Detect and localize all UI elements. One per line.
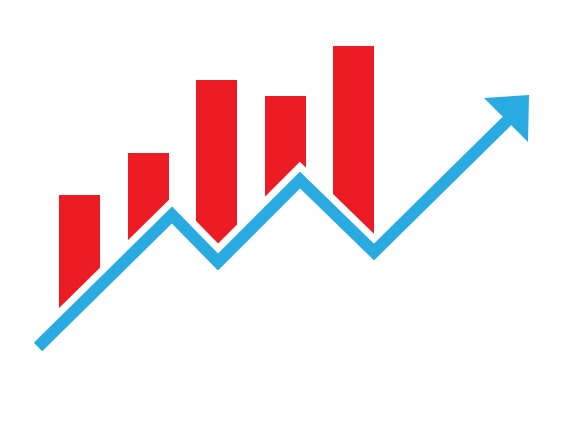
arrow-head <box>484 95 529 142</box>
arrow-line <box>33 111 517 352</box>
bar-mask <box>0 118 563 443</box>
